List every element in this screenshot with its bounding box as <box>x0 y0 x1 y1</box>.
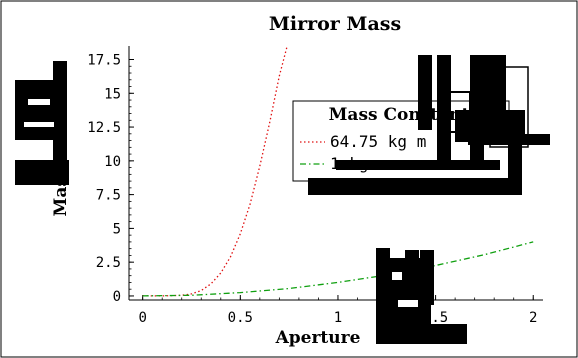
redaction-block <box>15 160 69 185</box>
redaction-block <box>398 300 418 307</box>
redaction-block <box>28 99 50 105</box>
y-tick-label: 2.5 <box>96 255 121 271</box>
x-axis-label: Aperture <box>275 328 361 348</box>
redaction-block <box>420 250 434 305</box>
redaction-block <box>392 272 402 280</box>
redaction-block <box>308 178 522 195</box>
series-layer <box>142 45 534 297</box>
chart-title: Mirror Mass <box>269 13 401 35</box>
redaction-blocks <box>15 55 550 344</box>
y-tick-label: 17.5 <box>87 53 121 69</box>
x-tick-label: 0.5 <box>228 310 253 326</box>
redaction-block <box>383 324 467 344</box>
x-tick-label: 1 <box>334 310 342 326</box>
x-tick-label: 0 <box>138 310 146 326</box>
y-tick-label: 12.5 <box>87 120 121 136</box>
redaction-block <box>418 55 432 130</box>
redaction-block <box>24 122 54 127</box>
redaction-block <box>336 160 500 170</box>
x-tick-label: 2 <box>529 310 537 326</box>
redaction-block <box>508 113 522 188</box>
y-tick-label: 5 <box>113 221 121 237</box>
y-tick-label: 10 <box>104 154 121 170</box>
y-tick-label: 7.5 <box>96 188 121 204</box>
legend-label-series-1: 64.75 kg m <box>330 132 426 151</box>
redaction-block <box>478 55 506 113</box>
y-tick-label: 15 <box>104 86 121 102</box>
redaction-block <box>15 80 59 140</box>
redaction-block <box>405 250 419 310</box>
legend-title: Mass Constant <box>329 105 470 125</box>
redaction-block <box>437 55 451 170</box>
series-line-1 <box>142 45 288 297</box>
series-line-2 <box>142 241 534 297</box>
y-tick-label: 0 <box>113 289 121 305</box>
